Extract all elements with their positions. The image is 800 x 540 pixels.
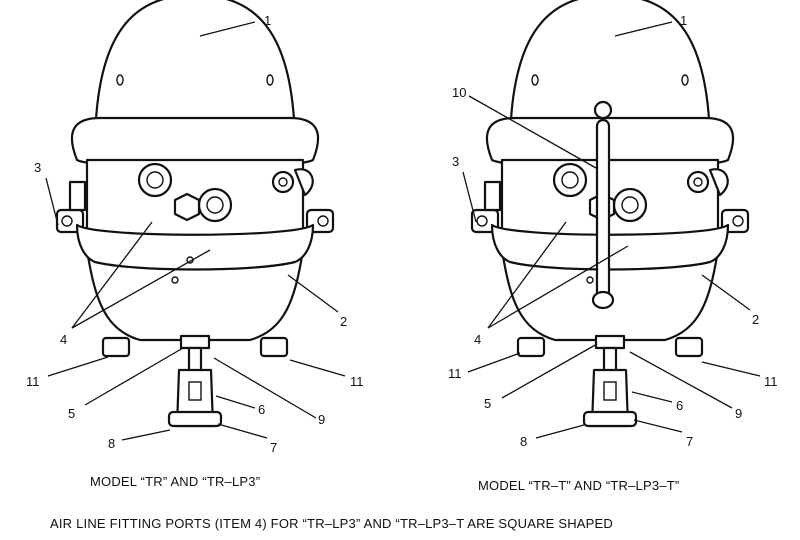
left-leaders: [45, 21, 346, 441]
callout-right-7: 7: [686, 434, 693, 449]
callout-right-2: 2: [752, 312, 759, 327]
callout-left-7: 7: [270, 440, 277, 455]
right-model-caption: MODEL “TR–T” AND “TR–LP3–T”: [478, 478, 680, 493]
callout-left-6: 6: [258, 402, 265, 417]
callout-right-3: 3: [452, 154, 459, 169]
callout-right-8: 8: [520, 434, 527, 449]
callout-right-1: 1: [680, 13, 687, 28]
callout-left-8: 8: [108, 436, 115, 451]
callout-right-6: 6: [676, 398, 683, 413]
footnote: AIR LINE FITTING PORTS (ITEM 4) FOR “TR–…: [50, 516, 613, 531]
right-leaders: [462, 21, 761, 439]
callout-left-3: 3: [34, 160, 41, 175]
callout-left-2: 2: [340, 314, 347, 329]
callout-right-11b: 11: [764, 374, 778, 389]
callout-left-11b: 11: [350, 374, 364, 389]
callout-left-4: 4: [60, 332, 67, 347]
callout-left-1: 1: [264, 13, 271, 28]
left-model-caption: MODEL “TR” AND “TR–LP3”: [90, 474, 261, 489]
callout-left-5: 5: [68, 406, 75, 421]
callout-right-4: 4: [474, 332, 481, 347]
callout-left-9: 9: [318, 412, 325, 427]
release-tool: [591, 100, 615, 310]
callout-right-11a: 11: [448, 366, 462, 381]
brake-chamber-tr: [55, 0, 335, 428]
callout-right-10: 10: [452, 85, 466, 100]
callout-right-5: 5: [484, 396, 491, 411]
callout-right-9: 9: [735, 406, 742, 421]
callout-left-11a: 11: [26, 374, 40, 389]
